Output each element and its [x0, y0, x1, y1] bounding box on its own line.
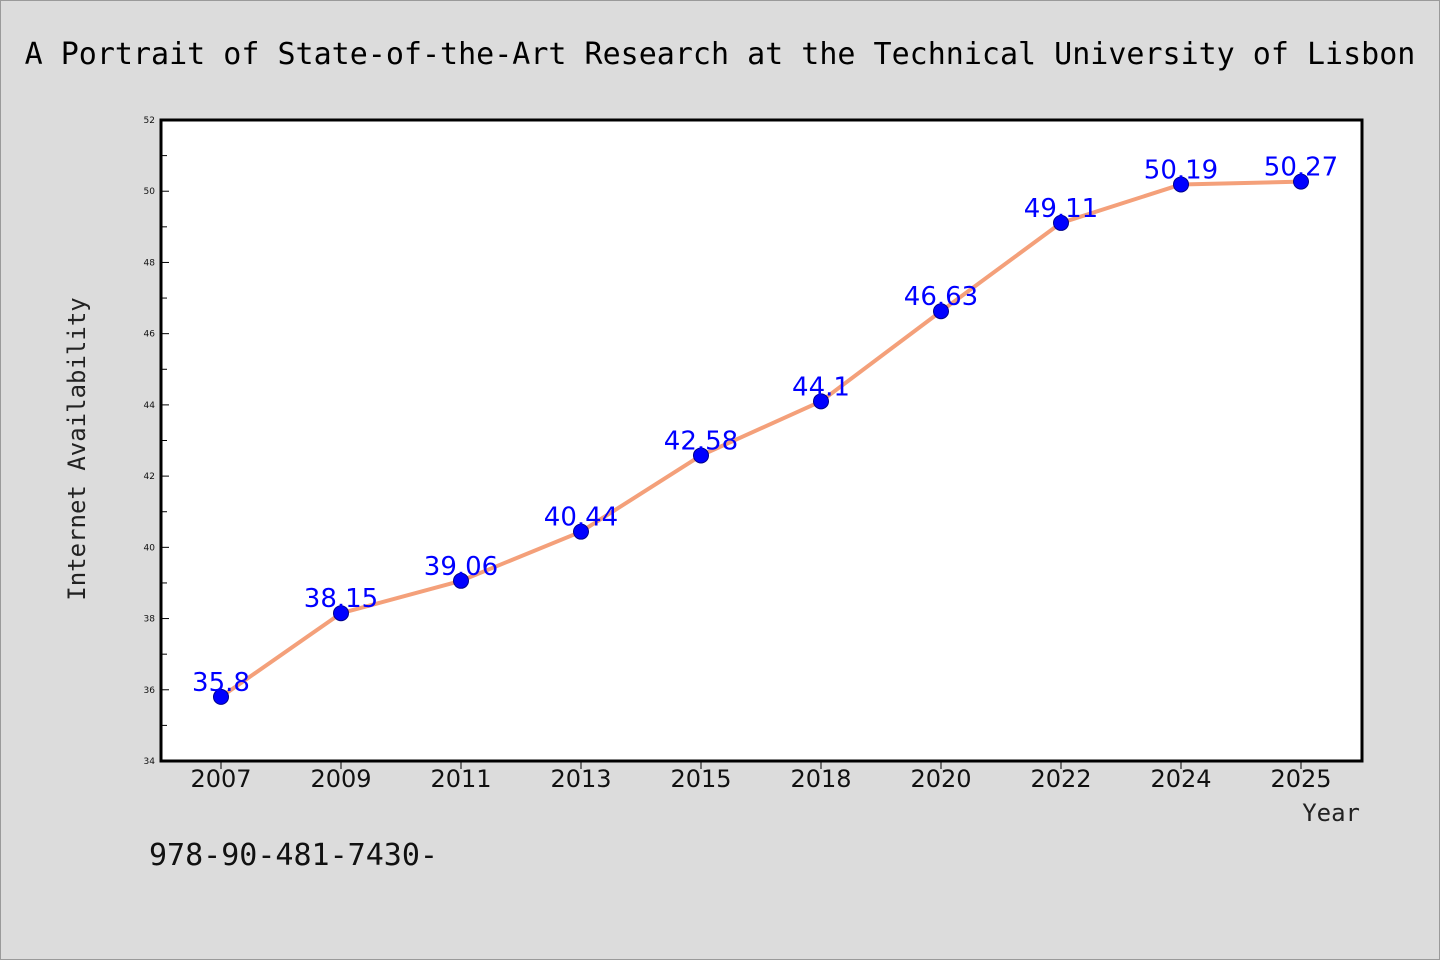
- x-tick-label: 2009: [310, 765, 371, 793]
- x-tick-label: 2011: [430, 765, 491, 793]
- y-tick-label: 52: [144, 116, 155, 126]
- x-tick-label: 2015: [670, 765, 731, 793]
- x-tick-label: 2013: [550, 765, 611, 793]
- x-axis-title: Year: [1302, 799, 1360, 827]
- y-tick-label: 48: [144, 258, 156, 268]
- data-label: 46.63: [904, 282, 978, 312]
- data-point: [1053, 214, 1069, 231]
- data-point: [933, 303, 949, 320]
- data-point: [213, 688, 229, 705]
- data-point: [573, 523, 589, 540]
- data-point: [1293, 173, 1309, 190]
- y-tick-label: 34: [144, 757, 156, 767]
- data-label: 42.58: [664, 426, 738, 456]
- data-markers: [213, 173, 1309, 705]
- x-tick-label: 2020: [910, 765, 971, 793]
- data-point: [333, 605, 349, 622]
- x-tick-label: 2007: [190, 765, 251, 793]
- data-label: 50.19: [1144, 155, 1218, 185]
- data-point: [453, 572, 469, 589]
- data-label: 39.06: [424, 552, 498, 582]
- y-axis-title: Internet Availability: [63, 297, 91, 600]
- y-tick-label: 46: [144, 330, 156, 340]
- x-tick-label: 2022: [1030, 765, 1091, 793]
- data-label: 35.8: [192, 668, 250, 698]
- data-label: 49.11: [1024, 194, 1098, 224]
- y-tick-label: 38: [144, 615, 156, 625]
- data-label: 44.1: [792, 372, 850, 402]
- y-axis: 34 36 38 40 42 44 46 48 50 52: [144, 116, 169, 767]
- y-tick-label: 44: [144, 401, 156, 411]
- plot-area: [159, 118, 1364, 763]
- x-tick-label: 2024: [1150, 765, 1211, 793]
- chart-title: A Portrait of State-of-the-Art Research …: [25, 37, 1416, 72]
- y-tick-label: 42: [144, 472, 155, 482]
- x-tick-label: 2018: [790, 765, 851, 793]
- x-tick-label: 2025: [1270, 765, 1331, 793]
- data-labels: 35.8 38.15 39.06 40.44 42.58 44.1 46.63 49.11 50…: [192, 153, 1338, 698]
- y-tick-label: 40: [144, 543, 156, 553]
- x-axis: 2007 2009 2011 2013 2015 2018 2020 2022 2024 2025: [190, 761, 1332, 793]
- data-point: [1173, 176, 1189, 193]
- data-label: 38.15: [304, 584, 378, 614]
- data-point: [813, 393, 829, 410]
- footer-code: 978-90-481-7430-: [149, 838, 438, 873]
- y-tick-label: 50: [144, 187, 156, 197]
- series-line: [219, 179, 1303, 699]
- series-lines: [219, 179, 1303, 699]
- data-label: 40.44: [544, 503, 618, 533]
- data-label: 50.27: [1264, 153, 1338, 183]
- data-point: [693, 447, 709, 464]
- y-tick-label: 36: [144, 686, 156, 696]
